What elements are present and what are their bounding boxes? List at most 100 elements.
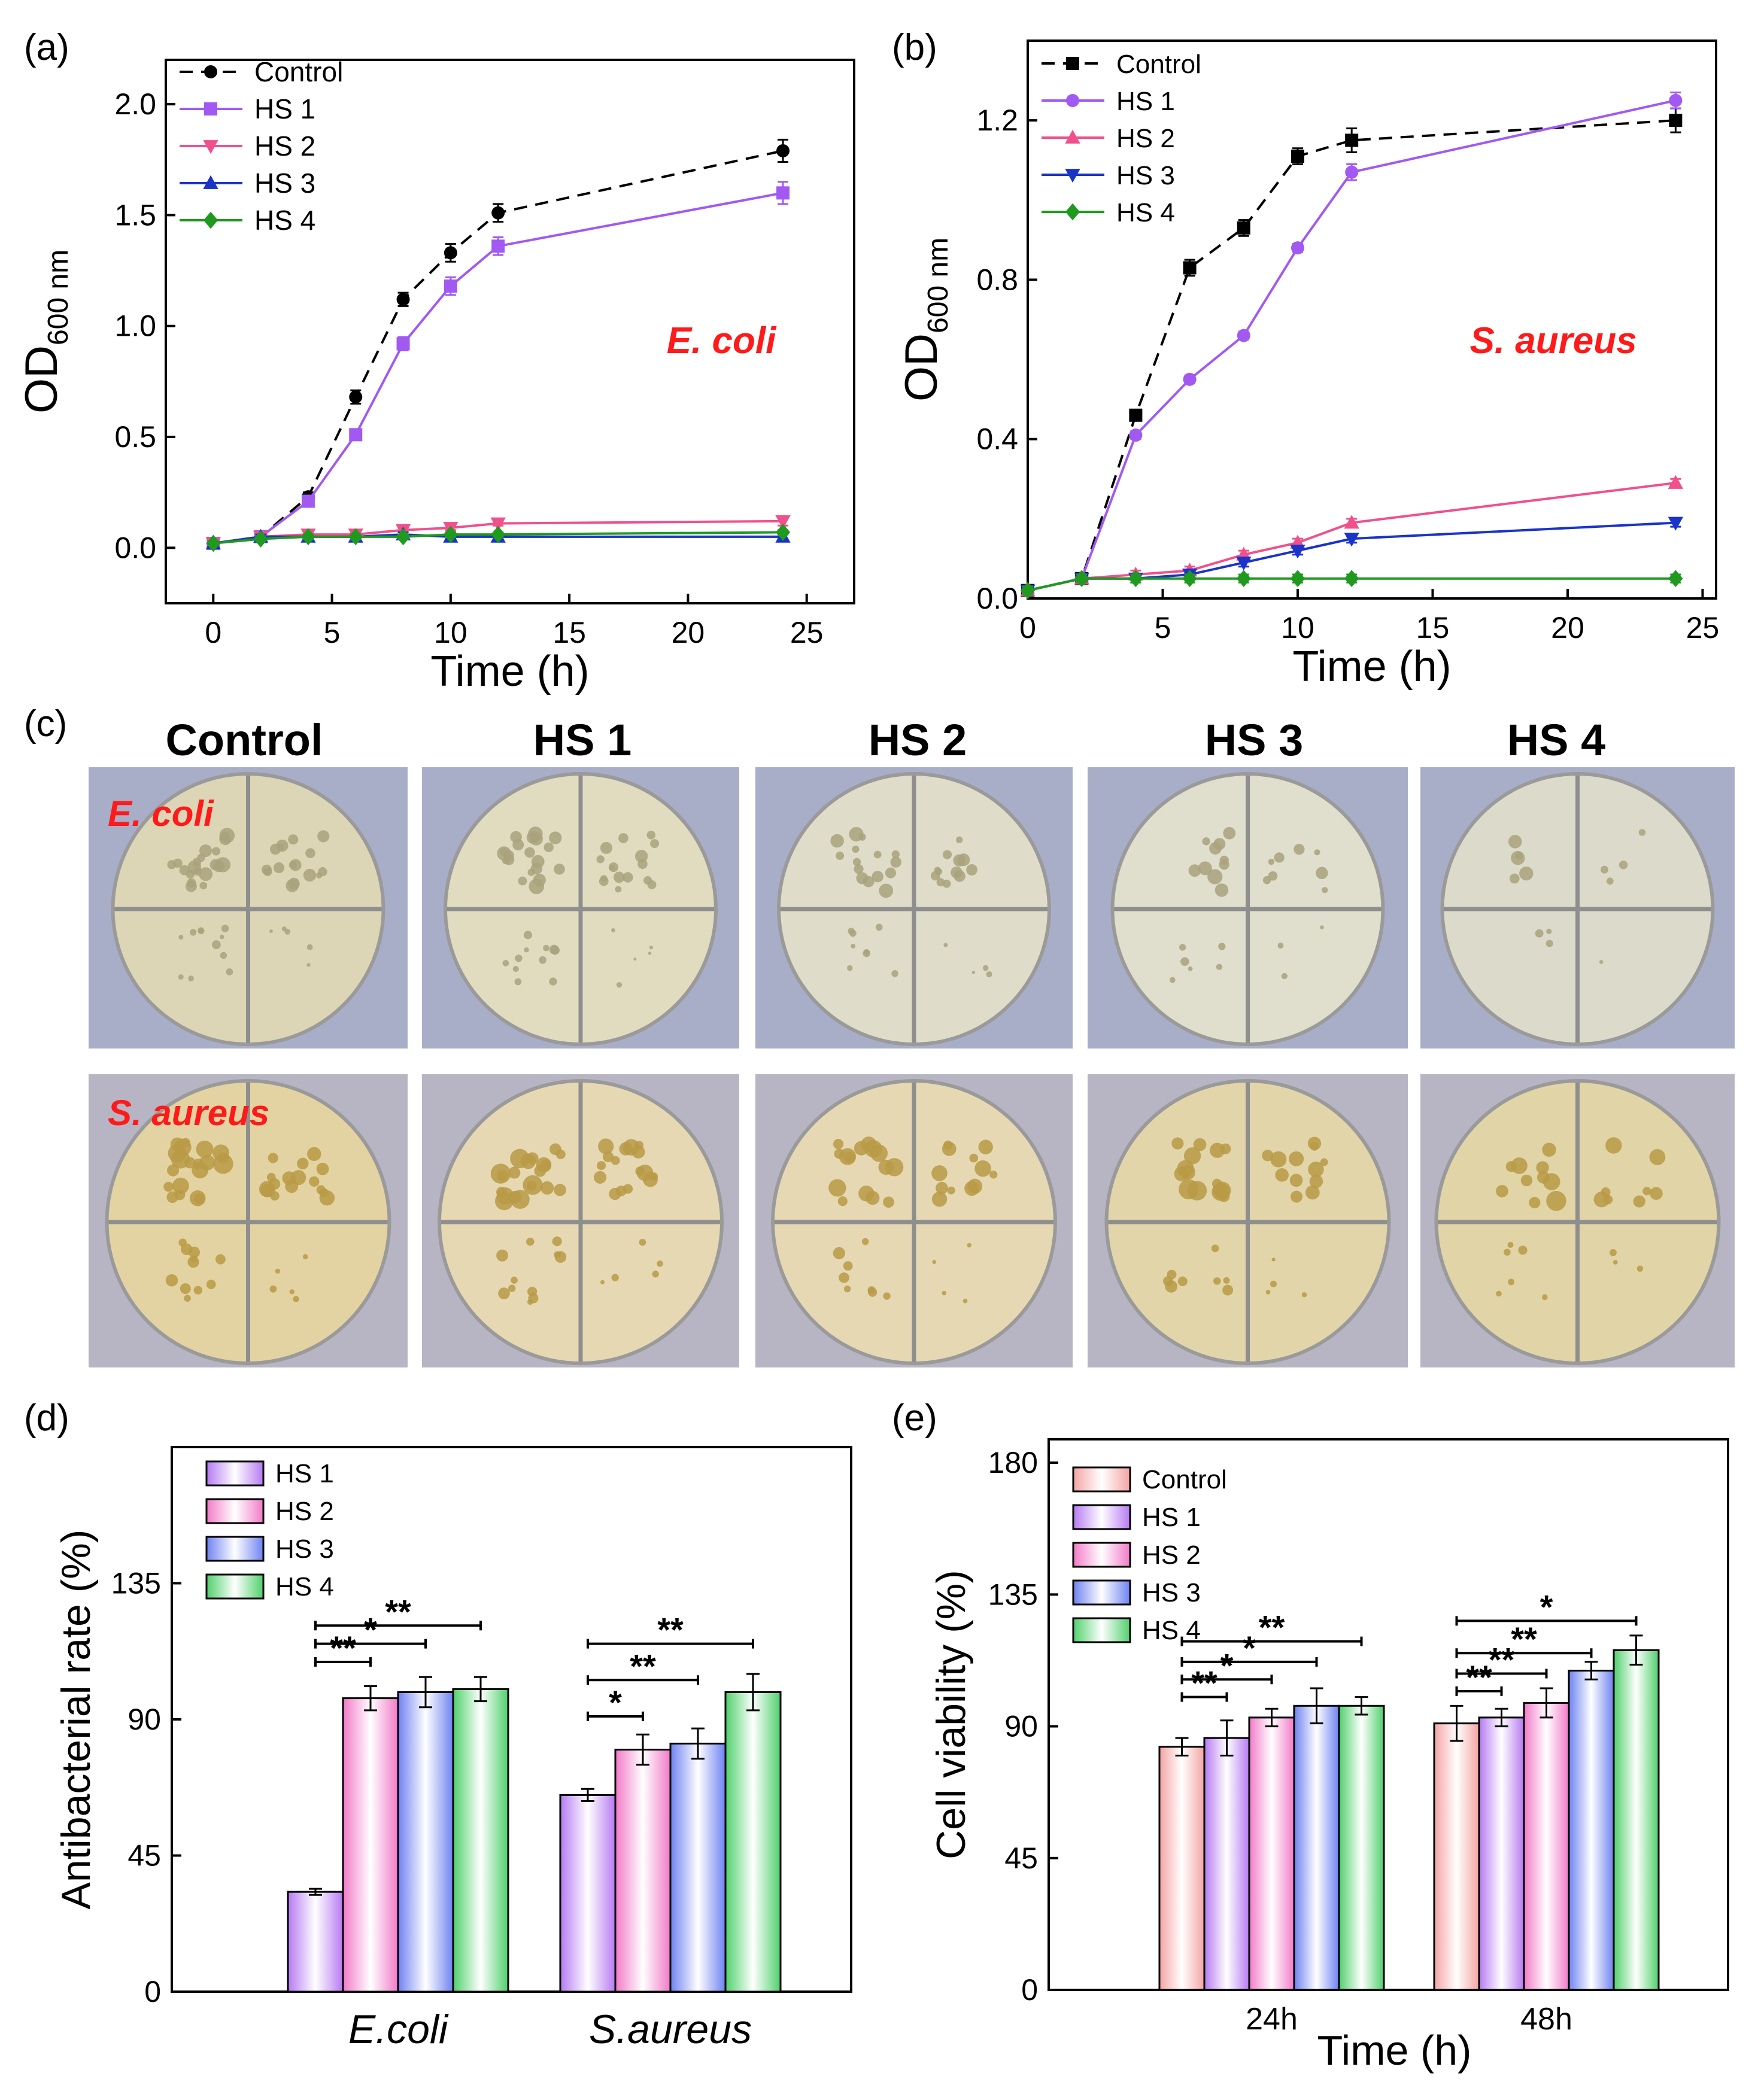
colony bbox=[198, 928, 205, 935]
colony bbox=[609, 864, 615, 871]
colony bbox=[947, 1186, 955, 1195]
legend-label-bar_hs2: HS 2 bbox=[275, 1497, 334, 1526]
colony bbox=[269, 843, 281, 855]
colony bbox=[289, 861, 297, 869]
colony bbox=[187, 860, 202, 874]
colony bbox=[1270, 1151, 1287, 1168]
colony bbox=[966, 864, 977, 876]
colony bbox=[528, 1293, 539, 1303]
colony bbox=[834, 1148, 845, 1159]
legend-label-hs1: HS 1 bbox=[254, 93, 315, 124]
y-axis-label-sub: 600 nm bbox=[42, 250, 74, 345]
x-tick-label: 10 bbox=[1281, 611, 1314, 645]
panel-label-e: (e) bbox=[892, 1397, 937, 1439]
panel-label-a: (a) bbox=[24, 27, 69, 68]
colony bbox=[618, 833, 628, 843]
colony bbox=[833, 1247, 845, 1260]
significance-label: ** bbox=[385, 1593, 411, 1630]
y-axis-label: Cell viability (%) bbox=[928, 1570, 974, 1859]
legend-label-bar_control: Control bbox=[1142, 1465, 1227, 1494]
colony bbox=[212, 1144, 229, 1162]
colony bbox=[552, 1236, 562, 1247]
series-line-hs1 bbox=[1027, 99, 1676, 592]
colony bbox=[942, 1290, 947, 1296]
colony bbox=[863, 949, 870, 958]
legend-swatch-bar_hs2 bbox=[1072, 1542, 1131, 1568]
bar-bar_hs1 bbox=[1203, 1737, 1250, 1991]
colony bbox=[1515, 852, 1523, 860]
colony bbox=[600, 875, 608, 882]
x-tick-label: 5 bbox=[324, 616, 341, 649]
colony bbox=[259, 1181, 276, 1198]
data-point-hs3 bbox=[1668, 516, 1684, 531]
y-tick-label: 45 bbox=[127, 1839, 161, 1873]
chart-a: (a) 0 5 10 15 20 25 0.0 0.5 1.0 1.5 2.0 Time (h) OD60… bbox=[16, 27, 855, 695]
colony bbox=[1167, 1269, 1177, 1280]
colony bbox=[220, 831, 230, 841]
series-line-control bbox=[1027, 119, 1676, 592]
colony bbox=[526, 1238, 535, 1246]
legend-label-bar_hs4: HS 4 bbox=[1142, 1616, 1201, 1645]
colony bbox=[554, 1251, 561, 1259]
x-axis-label: Time (h) bbox=[1317, 2027, 1472, 2074]
colony bbox=[288, 877, 300, 890]
colony bbox=[1536, 1161, 1549, 1174]
legend-label-hs4: HS 4 bbox=[1116, 198, 1175, 227]
colony bbox=[1546, 928, 1552, 934]
data-point-control bbox=[1129, 408, 1143, 422]
y-axis-label-main: OD bbox=[896, 333, 947, 402]
data-point-control bbox=[1669, 114, 1683, 127]
x-axis-label: Time (h) bbox=[430, 648, 589, 695]
colony bbox=[600, 841, 612, 854]
colony bbox=[288, 834, 299, 845]
colony bbox=[942, 850, 952, 859]
legend-marker-hs4 bbox=[1065, 203, 1080, 221]
legend-label-hs1: HS 1 bbox=[1116, 87, 1175, 116]
colony bbox=[1289, 1151, 1304, 1166]
colony bbox=[867, 1287, 878, 1297]
bar-bar_hs4 bbox=[452, 1688, 509, 1993]
colony bbox=[1274, 852, 1285, 863]
colony bbox=[1603, 1195, 1613, 1205]
significance-label: ** bbox=[330, 1629, 356, 1667]
legend-swatch-bar_hs3 bbox=[205, 1536, 265, 1562]
colony bbox=[1496, 1185, 1508, 1198]
colony bbox=[178, 974, 184, 980]
data-point-hs1 bbox=[1345, 165, 1359, 179]
data-point-hs1 bbox=[776, 186, 790, 200]
colony bbox=[221, 925, 229, 932]
colony bbox=[931, 1192, 948, 1207]
colony bbox=[1188, 864, 1201, 877]
colony bbox=[956, 836, 963, 844]
data-point-hs4 bbox=[1668, 570, 1683, 588]
colony bbox=[843, 1261, 853, 1271]
colony bbox=[1165, 1280, 1177, 1293]
colony bbox=[844, 1285, 851, 1293]
colony bbox=[954, 870, 965, 882]
x-axis-label: Time (h) bbox=[1292, 643, 1451, 691]
colony bbox=[619, 1142, 633, 1156]
legend-marker-hs2 bbox=[203, 140, 218, 154]
colony bbox=[549, 1143, 561, 1156]
row-label: E. coli bbox=[108, 794, 214, 834]
legend-swatch-bar_hs4 bbox=[205, 1573, 265, 1600]
species-annotation: E. coli bbox=[667, 320, 777, 361]
y-axis-label-main: OD bbox=[16, 345, 67, 414]
colony bbox=[839, 1272, 849, 1283]
data-point-hs4 bbox=[1182, 570, 1197, 588]
y-tick-label: 1.5 bbox=[114, 198, 156, 232]
bar-bar_hs2 bbox=[342, 1697, 399, 1993]
plate-tile bbox=[1420, 767, 1735, 1049]
series-line-hs4 bbox=[1027, 577, 1676, 592]
colony bbox=[1265, 1290, 1271, 1295]
y-tick-label: 0.5 bbox=[114, 420, 156, 454]
x-tick-label: 0 bbox=[205, 616, 221, 649]
legend-label-hs2: HS 2 bbox=[254, 130, 315, 162]
data-point-hs1 bbox=[491, 239, 505, 253]
colony bbox=[199, 844, 212, 858]
data-point-control bbox=[1291, 150, 1304, 163]
colony bbox=[1207, 869, 1223, 885]
data-point-control bbox=[1183, 261, 1197, 275]
colony bbox=[932, 1260, 937, 1265]
data-point-hs4 bbox=[491, 525, 506, 543]
